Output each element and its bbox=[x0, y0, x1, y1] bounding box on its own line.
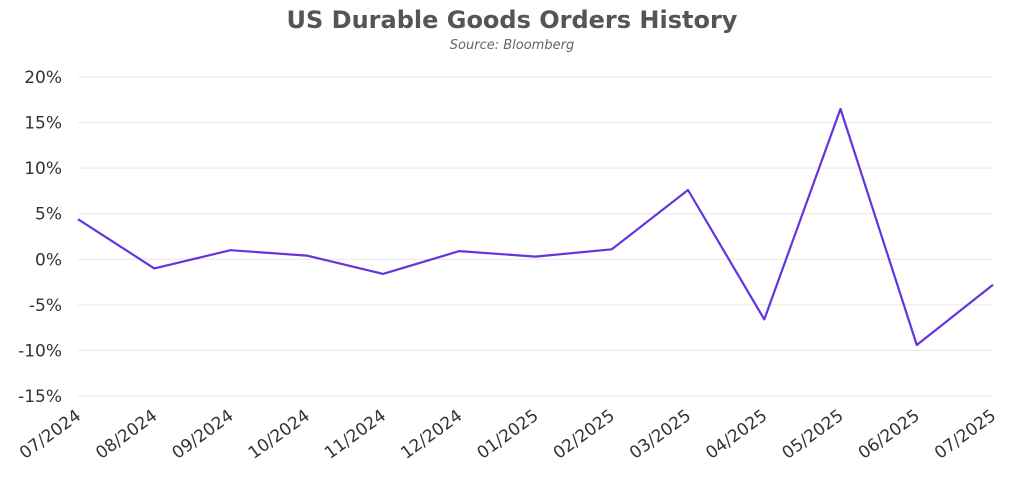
chart-title: US Durable Goods Orders History bbox=[286, 6, 738, 34]
series-line bbox=[77, 107, 994, 347]
x-tick-label: 03/2025 bbox=[626, 406, 695, 464]
series-layer bbox=[77, 107, 994, 347]
y-tick-label: -5% bbox=[29, 296, 62, 316]
x-tick-label: 02/2025 bbox=[550, 406, 619, 464]
y-tick-label: -15% bbox=[18, 387, 62, 407]
x-tick-label: 12/2024 bbox=[397, 406, 466, 464]
x-tick-label: 07/2024 bbox=[16, 406, 85, 464]
y-tick-label: 0% bbox=[35, 250, 62, 270]
x-tick-label: 10/2024 bbox=[245, 406, 314, 464]
x-tick-label: 07/2025 bbox=[931, 406, 1000, 464]
chart-subtitle: Source: Bloomberg bbox=[449, 38, 575, 53]
x-axis: 07/2024 08/2024 09/2024 10/2024 11/2024 12/20… bbox=[16, 406, 1000, 464]
x-tick-label: 01/2025 bbox=[474, 406, 543, 464]
x-tick-label: 09/2024 bbox=[169, 406, 238, 464]
x-tick-label: 11/2024 bbox=[321, 406, 390, 464]
x-tick-label: 06/2025 bbox=[855, 406, 924, 464]
y-tick-label: 10% bbox=[24, 159, 62, 179]
y-tick-label: -10% bbox=[18, 341, 62, 361]
x-tick-label: 04/2025 bbox=[702, 406, 771, 464]
grid-layer bbox=[78, 76, 993, 397]
y-tick-label: 15% bbox=[24, 114, 62, 134]
y-axis: 20% 15% 10% 5% 0% -5% -10% -15% bbox=[18, 68, 62, 407]
y-tick-label: 20% bbox=[24, 68, 62, 88]
x-tick-label: 05/2025 bbox=[779, 406, 848, 464]
x-tick-label: 08/2024 bbox=[92, 406, 161, 464]
y-tick-label: 5% bbox=[35, 205, 62, 225]
